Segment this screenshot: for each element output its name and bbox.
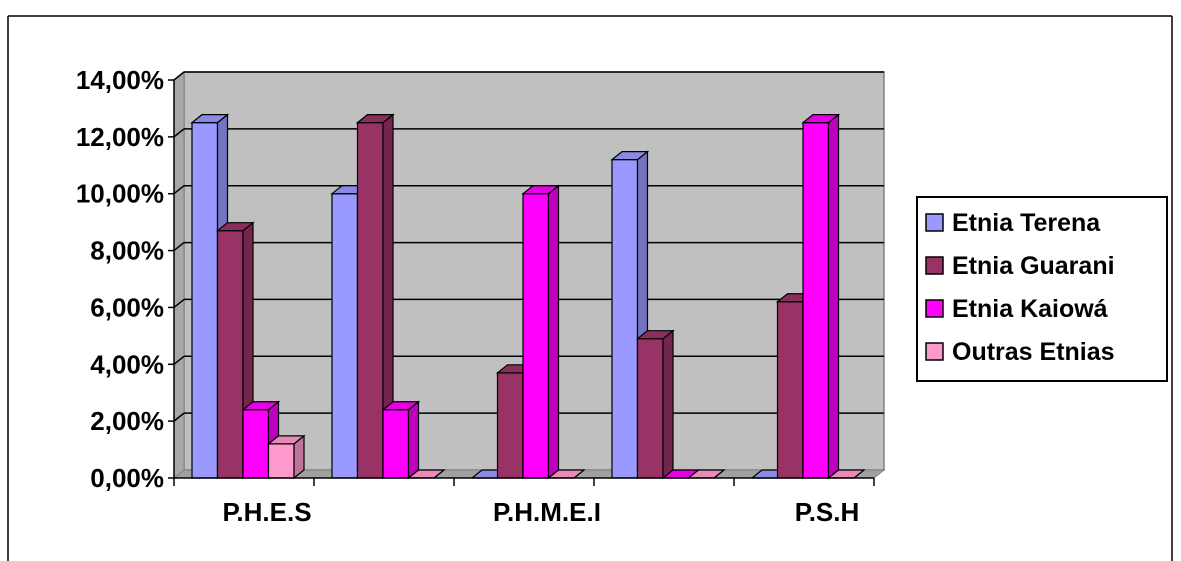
- bar-top: [241, 401, 281, 411]
- gridline-side: [173, 128, 185, 138]
- bar-side: [662, 329, 674, 480]
- gridline-side: [173, 185, 185, 195]
- bar: [266, 434, 306, 480]
- bar-top: [635, 330, 675, 340]
- bar-top: [215, 222, 255, 232]
- legend-label: Etnia Guarani: [952, 252, 1115, 280]
- bar-top: [190, 114, 230, 124]
- legend-label: Etnia Kaiowá: [952, 295, 1108, 323]
- bar: [801, 113, 841, 480]
- legend: Etnia Terena Etnia Guarani Etnia Kaiowá Out…: [916, 196, 1168, 382]
- bar-top: [355, 114, 395, 124]
- x-tick-label: P.H.E.S: [222, 497, 311, 527]
- y-tick-label: 0,00%: [90, 463, 164, 493]
- y-tick-label: 14,00%: [76, 65, 164, 95]
- gridline-side: [173, 241, 185, 252]
- bar-front: [331, 193, 359, 479]
- bar-front: [382, 409, 410, 479]
- x-axis-ticks: P.H.E.S P.H.M.E.I P.S.H: [173, 477, 875, 527]
- bar: [355, 113, 395, 480]
- bar-front: [522, 193, 550, 479]
- legend-box: [916, 196, 1168, 382]
- bar-front: [802, 122, 830, 479]
- bar: [381, 400, 421, 480]
- bar-top: [521, 185, 561, 195]
- bar-front: [611, 159, 639, 479]
- bar-side: [547, 184, 560, 480]
- bar-front: [356, 122, 384, 479]
- legend-swatch: [925, 213, 944, 232]
- bar-front: [636, 338, 664, 479]
- bar: [635, 329, 675, 480]
- gridline-side: [173, 71, 185, 81]
- y-tick-label: 8,00%: [90, 236, 164, 266]
- legend-label: Outras Etnias: [952, 338, 1115, 366]
- bar-front: [776, 301, 804, 479]
- y-tick-label: 4,00%: [90, 349, 164, 379]
- bar-front: [191, 122, 219, 479]
- bar: [686, 469, 726, 479]
- y-tick-label: 6,00%: [90, 292, 164, 322]
- x-tick-label: P.S.H: [795, 497, 860, 527]
- bar: [521, 184, 561, 480]
- legend-swatch: [925, 256, 944, 275]
- y-tick-label: 2,00%: [90, 406, 164, 436]
- gridline-side: [173, 298, 185, 309]
- bar-top: [801, 114, 841, 124]
- x-tick-label: P.H.M.E.I: [493, 497, 601, 527]
- bar-front: [267, 443, 295, 479]
- gridline-side: [173, 412, 185, 422]
- bar-front: [242, 409, 270, 479]
- bar-top: [266, 435, 306, 445]
- bar-side: [827, 113, 840, 480]
- y-axis-ticks: 0,00% 2,00% 4,00% 6,00% 8,00% 10,00% 12,00% 14,…: [76, 65, 175, 493]
- bar-top: [381, 401, 421, 411]
- legend-label: Etnia Terena: [952, 209, 1101, 237]
- bar-front: [216, 230, 244, 479]
- legend-swatch: [925, 299, 944, 318]
- gridline-side: [173, 355, 185, 365]
- bar-top: [610, 151, 650, 161]
- bar: [215, 221, 255, 480]
- bar-side: [407, 400, 420, 480]
- bar-front: [496, 372, 524, 479]
- y-tick-label: 10,00%: [76, 179, 164, 209]
- legend-swatch: [925, 342, 944, 361]
- y-tick-label: 12,00%: [76, 122, 164, 152]
